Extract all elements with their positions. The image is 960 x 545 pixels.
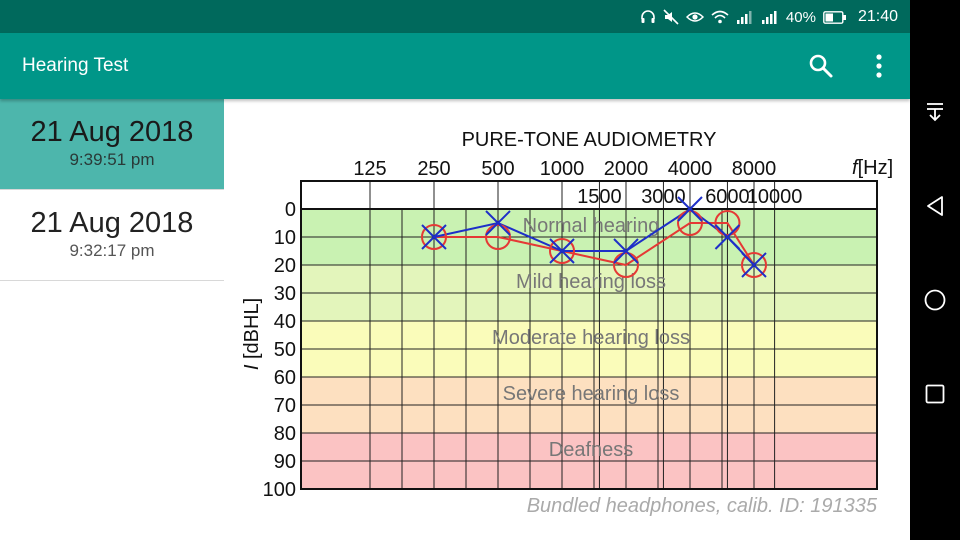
record-item-2[interactable]: 21 Aug 2018 9:32:17 pm <box>0 190 224 281</box>
x-tick-label: 1000 <box>540 158 585 180</box>
audiogram-panel: PURE-TONE AUDIOMETRY 125 250 500 1000 2000 400… <box>224 99 910 540</box>
x-tick-label: 250 <box>417 158 450 180</box>
battery-percent: 40% <box>785 8 816 26</box>
band-label-4: Deafness <box>549 439 634 461</box>
nav-pull-down-icon[interactable] <box>923 100 947 124</box>
right-ear-marker <box>613 252 639 278</box>
x-tick-label: 4000 <box>668 158 713 180</box>
left-ear-marker <box>613 238 639 264</box>
band-label-3: Severe hearing loss <box>503 383 680 405</box>
right-ear-marker <box>485 224 511 250</box>
x-tick-label-mid: 1500 <box>577 186 622 208</box>
x-tick-label-mid: 10000 <box>747 186 803 208</box>
mute-icon <box>663 9 679 25</box>
right-ear-marker <box>421 224 447 250</box>
battery-icon <box>823 10 846 24</box>
clock: 21:40 <box>857 8 898 25</box>
app-bar: Hearing Test <box>0 33 910 99</box>
right-ear-marker <box>549 238 575 264</box>
y-tick-label: 90 <box>274 451 296 473</box>
more-options-button[interactable] <box>863 50 895 82</box>
nav-home-icon[interactable] <box>923 288 947 312</box>
record-date: 21 Aug 2018 <box>30 116 194 148</box>
x-tick-label: 125 <box>353 158 386 180</box>
signal-1-icon <box>736 11 752 24</box>
record-time: 9:39:51 pm <box>69 150 155 169</box>
more-vert-icon <box>876 54 882 78</box>
chart-title: PURE-TONE AUDIOMETRY <box>462 129 717 151</box>
nav-recents-icon[interactable] <box>923 382 947 406</box>
search-icon <box>809 54 833 78</box>
system-nav-bar <box>910 0 960 540</box>
band-label-2: Moderate hearing loss <box>492 327 690 349</box>
y-tick-label: 60 <box>274 367 296 389</box>
left-ear-marker <box>549 238 575 264</box>
headset-icon <box>641 10 655 23</box>
series-line-right <box>434 222 755 267</box>
plot-border <box>300 180 878 490</box>
y-tick-label: 30 <box>274 283 296 305</box>
calibration-footnote: Bundled headphones, calib. ID: 191335 <box>527 495 878 517</box>
y-tick-label: 10 <box>274 227 296 249</box>
nav-back-icon[interactable] <box>923 194 947 218</box>
app-title: Hearing Test <box>22 55 129 76</box>
x-tick-label-mid: 3000 <box>641 186 686 208</box>
band-label-0: Normal hearing <box>523 215 660 237</box>
x-tick-label: 2000 <box>604 158 649 180</box>
record-item-1[interactable]: 21 Aug 2018 9:39:51 pm <box>0 99 224 190</box>
signal-2-icon <box>761 11 777 24</box>
x-tick-label-mid: 6000 <box>705 186 750 208</box>
y-axis-label: I [dBHL] <box>241 298 263 370</box>
right-ear-marker <box>677 210 703 236</box>
left-ear-marker <box>677 196 703 222</box>
y-tick-label: 70 <box>274 395 296 417</box>
record-list: 21 Aug 2018 9:39:51 pm 21 Aug 2018 9:32:… <box>0 99 224 540</box>
y-tick-label: 100 <box>263 479 296 501</box>
record-date: 21 Aug 2018 <box>30 207 194 239</box>
y-tick-label: 40 <box>274 311 296 333</box>
x-tick-label: 8000 <box>732 158 777 180</box>
right-ear-marker <box>714 210 741 236</box>
left-ear-marker <box>485 210 511 236</box>
y-tick-label: 50 <box>274 339 296 361</box>
x-tick-label: 500 <box>481 158 514 180</box>
band-label-1: Mild hearing loss <box>516 271 666 293</box>
left-ear-marker <box>421 224 447 250</box>
wifi-icon <box>711 10 729 24</box>
y-tick-label: 0 <box>285 199 296 221</box>
y-tick-label: 20 <box>274 255 296 277</box>
status-bar: 40% 21:40 <box>0 0 910 33</box>
chart-header-bg <box>301 181 877 209</box>
search-button[interactable] <box>805 50 837 82</box>
x-axis-label: f[Hz] <box>852 157 893 179</box>
left-ear-marker <box>714 224 741 250</box>
left-ear-marker <box>741 252 767 278</box>
eye-icon <box>685 12 704 22</box>
y-tick-label: 80 <box>274 423 296 445</box>
right-ear-marker <box>741 252 767 278</box>
record-time: 9:32:17 pm <box>69 241 155 260</box>
